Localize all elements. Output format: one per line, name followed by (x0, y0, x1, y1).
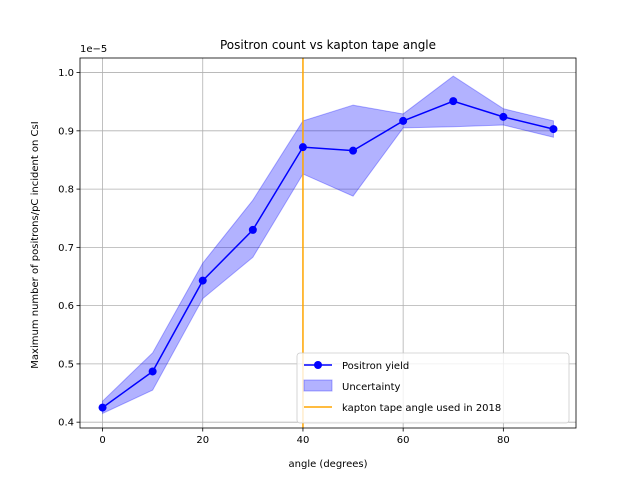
x-tick-label: 20 (196, 435, 209, 446)
positron-yield-point (98, 403, 107, 412)
y-offset-text: 1e−5 (80, 44, 107, 55)
legend: Positron yield Uncertainty kapton tape a… (296, 352, 570, 424)
y-tick-label: 0.5 (58, 359, 74, 370)
positron-yield-point (148, 367, 157, 376)
positron-yield-point (298, 143, 307, 152)
legend-label-kapton-angle: kapton tape angle used in 2018 (342, 403, 501, 414)
positron-yield-point (349, 146, 358, 155)
x-tick-label: 40 (297, 435, 310, 446)
uncertainty-band (102, 75, 554, 415)
legend-item-kapton-angle: kapton tape angle used in 2018 (304, 403, 501, 414)
y-tick-label: 1.0 (58, 68, 74, 79)
x-tick-label: 0 (99, 435, 105, 446)
positron-yield-line (102, 100, 554, 409)
uncertainty-band-layer (102, 75, 554, 415)
positron-yield-point (549, 125, 558, 134)
y-tick-label: 0.9 (58, 126, 74, 137)
legend-patch-icon (303, 379, 333, 392)
tick-layer: 0 20 40 60 80 0.4 0.5 0.6 0.7 0.8 0.9 1.0 (58, 68, 510, 446)
positron-yield-point (499, 112, 508, 121)
legend-box (296, 352, 570, 424)
legend-label-uncertainty: Uncertainty (342, 382, 401, 393)
chart-title: Positron count vs kapton tape angle (220, 38, 436, 52)
legend-label-positron-yield: Positron yield (342, 361, 409, 372)
positron-yield-point (449, 97, 458, 106)
legend-item-uncertainty: Uncertainty (303, 379, 401, 393)
y-tick-label: 0.4 (58, 418, 74, 429)
positron-yield-point (248, 225, 257, 234)
legend-item-positron-yield: Positron yield (304, 361, 409, 372)
y-tick-label: 0.8 (58, 185, 74, 196)
y-tick-label: 0.7 (58, 243, 74, 254)
legend-marker-icon (314, 361, 322, 369)
y-tick-label: 0.6 (58, 301, 74, 312)
x-axis-label: angle (degrees) (289, 459, 368, 470)
x-tick-label: 60 (397, 435, 410, 446)
positron-yield-point (399, 116, 408, 125)
x-tick-label: 80 (497, 435, 510, 446)
y-axis-label: Maximum number of positrons/pC incident … (30, 121, 41, 368)
axes-frame (79, 57, 577, 429)
positron-yield-point (198, 276, 207, 285)
